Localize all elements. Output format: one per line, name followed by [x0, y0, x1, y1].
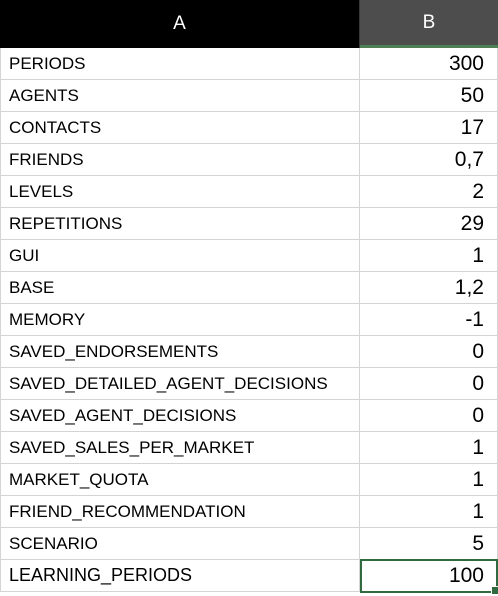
- cell-a-label[interactable]: SAVED_ENDORSEMENTS: [0, 336, 360, 368]
- table-row: LEARNING_PERIODS 100: [0, 559, 498, 595]
- column-header-a[interactable]: A: [0, 0, 360, 48]
- table-row: PERIODS 300: [0, 48, 498, 80]
- cell-b-value[interactable]: 0: [360, 400, 498, 432]
- cell-b-value[interactable]: -1: [360, 304, 498, 336]
- cell-a-label[interactable]: REPETITIONS: [0, 208, 360, 240]
- table-row: GUI 1: [0, 240, 498, 272]
- table-row: SAVED_AGENT_DECISIONS 0: [0, 400, 498, 432]
- table-row: AGENTS 50: [0, 80, 498, 112]
- cell-b-value[interactable]: 300: [360, 48, 498, 80]
- table-row: MARKET_QUOTA 1: [0, 464, 498, 496]
- cell-b-value[interactable]: 1: [360, 496, 498, 528]
- cell-a-label[interactable]: MEMORY: [0, 304, 360, 336]
- cell-a-label[interactable]: BASE: [0, 272, 360, 304]
- cell-b-value[interactable]: 2: [360, 176, 498, 208]
- table-row: SAVED_ENDORSEMENTS 0: [0, 336, 498, 368]
- table-row: BASE 1,2: [0, 272, 498, 304]
- cell-a-label[interactable]: FRIENDS: [0, 144, 360, 176]
- selected-cell-value: 100: [448, 564, 484, 587]
- table-row: SAVED_DETAILED_AGENT_DECISIONS 0: [0, 368, 498, 400]
- cell-b-value[interactable]: 0: [360, 368, 498, 400]
- cell-b-value[interactable]: 1: [360, 240, 498, 272]
- fill-handle[interactable]: [491, 586, 498, 595]
- column-header-b[interactable]: B: [360, 0, 498, 48]
- table-row: MEMORY -1: [0, 304, 498, 336]
- table-row: LEVELS 2: [0, 176, 498, 208]
- cell-b-value[interactable]: 0: [360, 336, 498, 368]
- cell-b-value[interactable]: 1,2: [360, 272, 498, 304]
- table-row: SCENARIO 5: [0, 528, 498, 560]
- table-row: FRIENDS 0,7: [0, 144, 498, 176]
- cell-grid: PERIODS 300 AGENTS 50 CONTACTS 17 FRIEND…: [0, 48, 498, 595]
- cell-b-value[interactable]: 17: [360, 112, 498, 144]
- table-row: REPETITIONS 29: [0, 208, 498, 240]
- cell-a-label[interactable]: SAVED_AGENT_DECISIONS: [0, 400, 360, 432]
- cell-a-label[interactable]: CONTACTS: [0, 112, 360, 144]
- cell-a-label[interactable]: SAVED_DETAILED_AGENT_DECISIONS: [0, 368, 360, 400]
- cell-b-value[interactable]: 0,7: [360, 144, 498, 176]
- cell-a-label[interactable]: LEARNING_PERIODS: [0, 560, 360, 592]
- cell-b-value[interactable]: 1: [360, 432, 498, 464]
- cell-b-value[interactable]: 1: [360, 464, 498, 496]
- table-row: FRIEND_RECOMMENDATION 1: [0, 496, 498, 528]
- cell-a-label[interactable]: LEVELS: [0, 176, 360, 208]
- cell-b-value[interactable]: 29: [360, 208, 498, 240]
- selected-cell[interactable]: 100: [360, 559, 498, 595]
- cell-a-label[interactable]: SAVED_SALES_PER_MARKET: [0, 432, 360, 464]
- column-header-row: A B: [0, 0, 498, 48]
- cell-a-label[interactable]: SCENARIO: [0, 528, 360, 560]
- cell-a-label[interactable]: AGENTS: [0, 80, 360, 112]
- cell-a-label[interactable]: FRIEND_RECOMMENDATION: [0, 496, 360, 528]
- cell-a-label[interactable]: PERIODS: [0, 48, 360, 80]
- table-row: CONTACTS 17: [0, 112, 498, 144]
- table-row: SAVED_SALES_PER_MARKET 1: [0, 432, 498, 464]
- cell-b-value[interactable]: 50: [360, 80, 498, 112]
- cell-a-label[interactable]: GUI: [0, 240, 360, 272]
- cell-b-value[interactable]: 5: [360, 528, 498, 560]
- cell-a-label[interactable]: MARKET_QUOTA: [0, 464, 360, 496]
